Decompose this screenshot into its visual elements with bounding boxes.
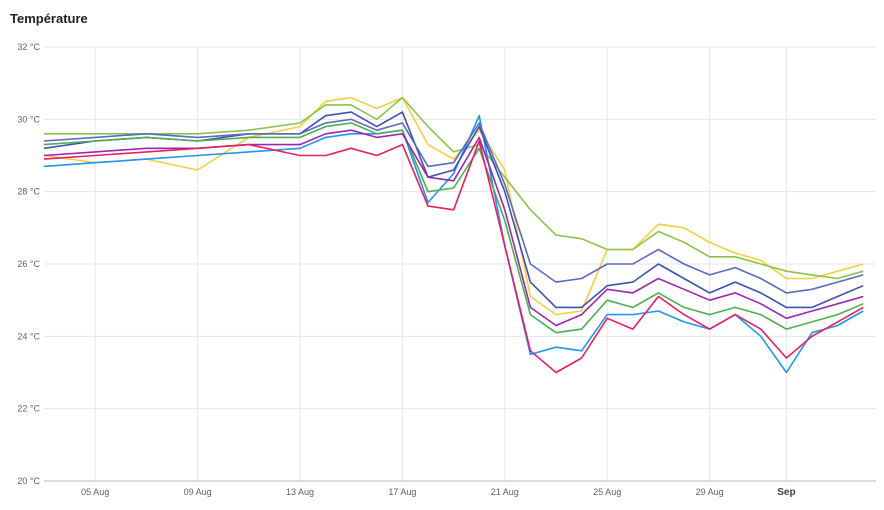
series-line-8 xyxy=(43,118,864,294)
series-lines xyxy=(43,96,864,374)
series-line-6 xyxy=(43,129,864,327)
x-tick-label: 17 Aug xyxy=(388,487,416,497)
y-tick-label: 26 °C xyxy=(17,259,40,269)
x-axis-ticks: 05 Aug 09 Aug 13 Aug 17 Aug 21 Aug 25 Aug 29 A… xyxy=(81,487,795,498)
x-tick-label: 29 Aug xyxy=(696,487,724,497)
y-tick-label: 30 °C xyxy=(17,114,40,124)
y-tick-label: 28 °C xyxy=(17,187,40,197)
y-tick-label: 24 °C xyxy=(17,331,40,341)
x-tick-label: 25 Aug xyxy=(593,487,621,497)
x-tick-label: Sep xyxy=(777,487,795,498)
series-line-7 xyxy=(43,140,864,374)
series-line-2 xyxy=(44,96,864,280)
x-tick-label: 21 Aug xyxy=(491,487,519,497)
grid xyxy=(44,46,876,482)
x-tick-label: 09 Aug xyxy=(184,487,212,497)
y-tick-label: 32 °C xyxy=(17,42,40,52)
series-line-1 xyxy=(43,96,864,316)
y-tick-label: 20 °C xyxy=(17,476,40,486)
chart-title: Température xyxy=(10,11,88,26)
y-tick-label: 22 °C xyxy=(17,404,40,414)
x-tick-label: 13 Aug xyxy=(286,487,314,497)
x-tick-label: 05 Aug xyxy=(81,487,109,497)
y-axis-ticks: 20 °C 22 °C 24 °C 26 °C 28 °C 30 °C 32 °C xyxy=(17,42,40,486)
series-line-3 xyxy=(43,114,864,374)
series-line-5 xyxy=(43,122,864,334)
